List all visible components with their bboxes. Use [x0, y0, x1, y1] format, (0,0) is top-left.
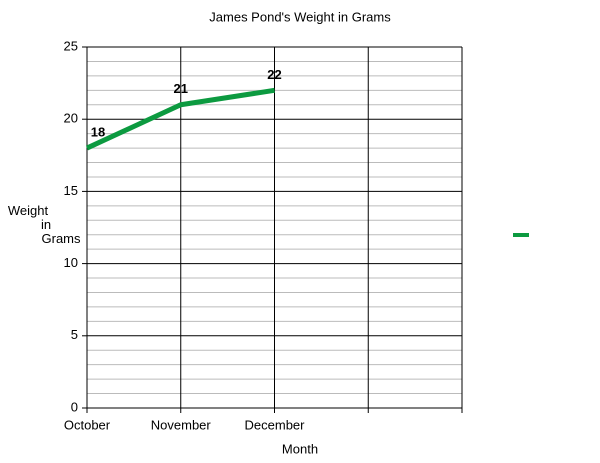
data-label: 22 [267, 67, 281, 82]
y-tick-label: 5 [71, 327, 78, 342]
data-label: 18 [91, 125, 105, 140]
y-tick-label: 15 [64, 183, 78, 198]
x-tick-label: November [151, 417, 212, 432]
data-line [85, 87, 275, 151]
data-label: 21 [174, 81, 188, 96]
y-tick-label: 0 [71, 399, 78, 414]
x-tick-label: October [64, 417, 111, 432]
y-tick-label: 20 [64, 111, 78, 126]
x-axis-label: Month [282, 441, 318, 456]
y-tick-label: 25 [64, 38, 78, 53]
y-tick-label: 10 [64, 255, 78, 270]
chart-title: James Pond's Weight in Grams [209, 9, 391, 24]
x-tick-label: December [245, 417, 306, 432]
y-axis-label: Weight in Grams [8, 203, 81, 246]
